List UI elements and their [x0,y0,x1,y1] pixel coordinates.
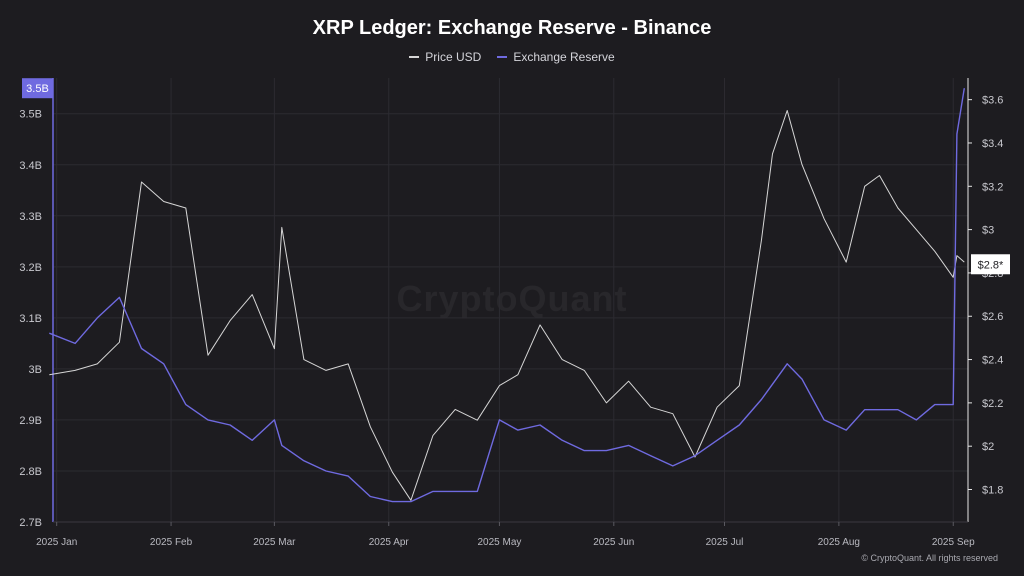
legend-swatch-reserve [497,56,508,58]
right-tick-label: $3 [982,225,994,237]
watermark: CryptoQuant [396,278,628,319]
copyright-notice: © CryptoQuant. All rights reserved [861,553,998,563]
left-tick-label: 3.1B [19,313,42,325]
chart-title: XRP Ledger: Exchange Reserve - Binance [312,17,712,39]
exchange-reserve-line [49,88,965,503]
left-tick-label: 3.5B [19,109,42,121]
x-tick-label: 2025 Mar [253,537,296,548]
left-tick-label: 3.2B [19,262,42,274]
x-tick-label: 2025 Jul [706,537,744,548]
left-tick-label: 2.9B [19,415,42,427]
left-tick-label: 3.3B [19,211,42,223]
right-tick-label: $3.2 [982,181,1003,193]
right-tick-label: $2 [982,441,994,453]
x-tick-label: 2025 May [477,537,521,548]
legend-label-price: Price USD [425,50,482,64]
right-current-label: $2.8* [978,259,1004,271]
legend-item-price[interactable]: Price USD [409,50,481,64]
left-tick-label: 3B [29,364,42,376]
right-current-badge [971,254,1010,275]
legend-swatch-price [409,56,420,58]
left-tick-label: 3.4B [19,160,42,172]
x-tick-label: 2025 Jun [593,537,634,548]
price-usd-line [49,110,965,501]
left-current-badge [22,78,53,99]
right-tick-label: $1.8 [982,485,1003,497]
x-tick-label: 2025 Apr [369,537,410,548]
legend-label-reserve: Exchange Reserve [513,50,615,64]
left-tick-label: 2.8B [19,466,42,478]
legend: Price USD Exchange Reserve [0,50,1024,64]
x-tick-label: 2025 Jan [36,537,77,548]
left-tick-label: 2.7B [19,517,42,529]
legend-item-reserve[interactable]: Exchange Reserve [497,50,615,64]
right-tick-label: $3.6 [982,95,1003,107]
left-current-label: 3.5B [26,83,49,95]
right-tick-label: $3.4 [982,138,1003,150]
x-tick-label: 2025 Aug [818,537,860,548]
x-tick-label: 2025 Sep [932,537,975,548]
right-tick-label: $2.6 [982,311,1003,323]
right-tick-label: $2.4 [982,355,1003,367]
right-tick-label: $2.2 [982,398,1003,410]
x-tick-label: 2025 Feb [150,537,193,548]
